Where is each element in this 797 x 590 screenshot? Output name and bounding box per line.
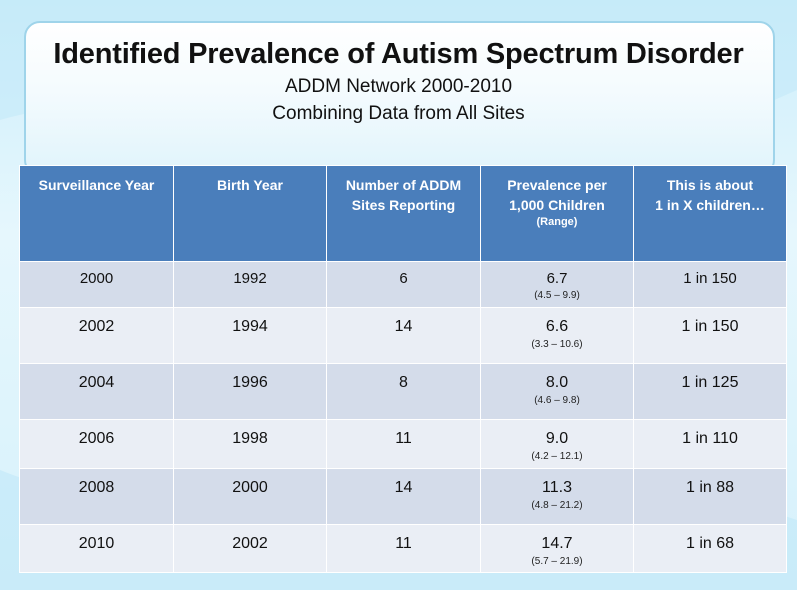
cell-birth-year: 1992 — [173, 261, 327, 308]
prevalence-value: 9.0 — [545, 430, 569, 447]
prevalence-range: (4.2 – 12.1) — [531, 451, 583, 462]
prevalence-value: 8.0 — [545, 374, 569, 391]
prevalence-range: (4.5 – 9.9) — [534, 290, 580, 301]
cell-prevalence: 9.0 (4.2 – 12.1) — [480, 419, 634, 469]
prevalence-table: Surveillance Year Birth Year Number of A… — [19, 165, 787, 573]
prevalence-value: 11.3 — [542, 479, 572, 496]
cell-surveillance-year: 2008 — [19, 468, 174, 525]
cell-prevalence: 14.7 (5.7 – 21.9) — [480, 524, 634, 573]
prevalence-value: 6.6 — [545, 318, 569, 335]
header-prevalence-range: (Range) — [536, 216, 578, 228]
cell-sites: 14 — [326, 468, 481, 525]
cell-prevalence: 11.3 (4.8 – 21.2) — [480, 468, 634, 525]
table-header-row: Surveillance Year Birth Year Number of A… — [19, 165, 787, 262]
header-birth-year-text: Birth Year — [217, 177, 283, 193]
header-birth-year: Birth Year — [173, 165, 327, 262]
cell-birth-year: 2000 — [173, 468, 327, 525]
prevalence-range: (4.8 – 21.2) — [531, 500, 583, 511]
header-sites-line2: Sites Reporting — [351, 197, 456, 213]
cell-birth-year: 1998 — [173, 419, 327, 469]
header-prevalence-line1: Prevalence per — [507, 177, 607, 193]
subtitle-combining: Combining Data from All Sites — [272, 103, 525, 124]
table-row: 2002 1994 14 6.6 (3.3 – 10.6) 1 in 150 — [19, 307, 787, 364]
prevalence-range: (3.3 – 10.6) — [531, 339, 583, 350]
table-row: 2004 1996 8 8.0 (4.6 – 9.8) 1 in 125 — [19, 363, 787, 420]
header-one-in-x-line2: 1 in X children… — [655, 197, 765, 213]
cell-surveillance-year: 2004 — [19, 363, 174, 420]
title-panel — [24, 21, 775, 176]
cell-one-in-x: 1 in 110 — [633, 419, 787, 469]
cell-sites: 14 — [326, 307, 481, 364]
cell-one-in-x: 1 in 88 — [633, 468, 787, 525]
cell-one-in-x: 1 in 125 — [633, 363, 787, 420]
header-prevalence: Prevalence per 1,000 Children (Range) — [480, 165, 634, 262]
cell-sites: 11 — [326, 524, 481, 573]
cell-one-in-x: 1 in 150 — [633, 261, 787, 308]
cell-prevalence: 6.6 (3.3 – 10.6) — [480, 307, 634, 364]
subtitle-network: ADDM Network 2000-2010 — [284, 76, 513, 97]
table-row: 2006 1998 11 9.0 (4.2 – 12.1) 1 in 110 — [19, 419, 787, 469]
prevalence-range: (4.6 – 9.8) — [534, 395, 580, 406]
header-surveillance-year: Surveillance Year — [19, 165, 174, 262]
cell-surveillance-year: 2010 — [19, 524, 174, 573]
prevalence-value: 6.7 — [546, 270, 568, 287]
cell-birth-year: 2002 — [173, 524, 327, 573]
prevalence-range: (5.7 – 21.9) — [531, 556, 583, 567]
cell-sites: 11 — [326, 419, 481, 469]
cell-prevalence: 8.0 (4.6 – 9.8) — [480, 363, 634, 420]
cell-prevalence: 6.7 (4.5 – 9.9) — [480, 261, 634, 308]
cell-one-in-x: 1 in 68 — [633, 524, 787, 573]
table-row: 2008 2000 14 11.3 (4.8 – 21.2) 1 in 88 — [19, 468, 787, 525]
cell-surveillance-year: 2002 — [19, 307, 174, 364]
cell-surveillance-year: 2000 — [19, 261, 174, 308]
cell-birth-year: 1994 — [173, 307, 327, 364]
header-sites-line1: Number of ADDM — [345, 177, 462, 193]
table-row: 2000 1992 6 6.7 (4.5 – 9.9) 1 in 150 — [19, 261, 787, 308]
header-surveillance-year-text: Surveillance Year — [38, 177, 155, 193]
cell-one-in-x: 1 in 150 — [633, 307, 787, 364]
header-sites-reporting: Number of ADDM Sites Reporting — [326, 165, 481, 262]
cell-sites: 8 — [326, 363, 481, 420]
header-one-in-x-line1: This is about — [666, 177, 754, 193]
cell-sites: 6 — [326, 261, 481, 308]
header-prevalence-line2: 1,000 Children — [509, 197, 605, 213]
cell-birth-year: 1996 — [173, 363, 327, 420]
header-one-in-x: This is about 1 in X children… — [633, 165, 787, 262]
prevalence-value: 14.7 — [541, 535, 573, 552]
table-row: 2010 2002 11 14.7 (5.7 – 21.9) 1 in 68 — [19, 524, 787, 573]
page-title: Identified Prevalence of Autism Spectrum… — [53, 38, 744, 70]
cell-surveillance-year: 2006 — [19, 419, 174, 469]
